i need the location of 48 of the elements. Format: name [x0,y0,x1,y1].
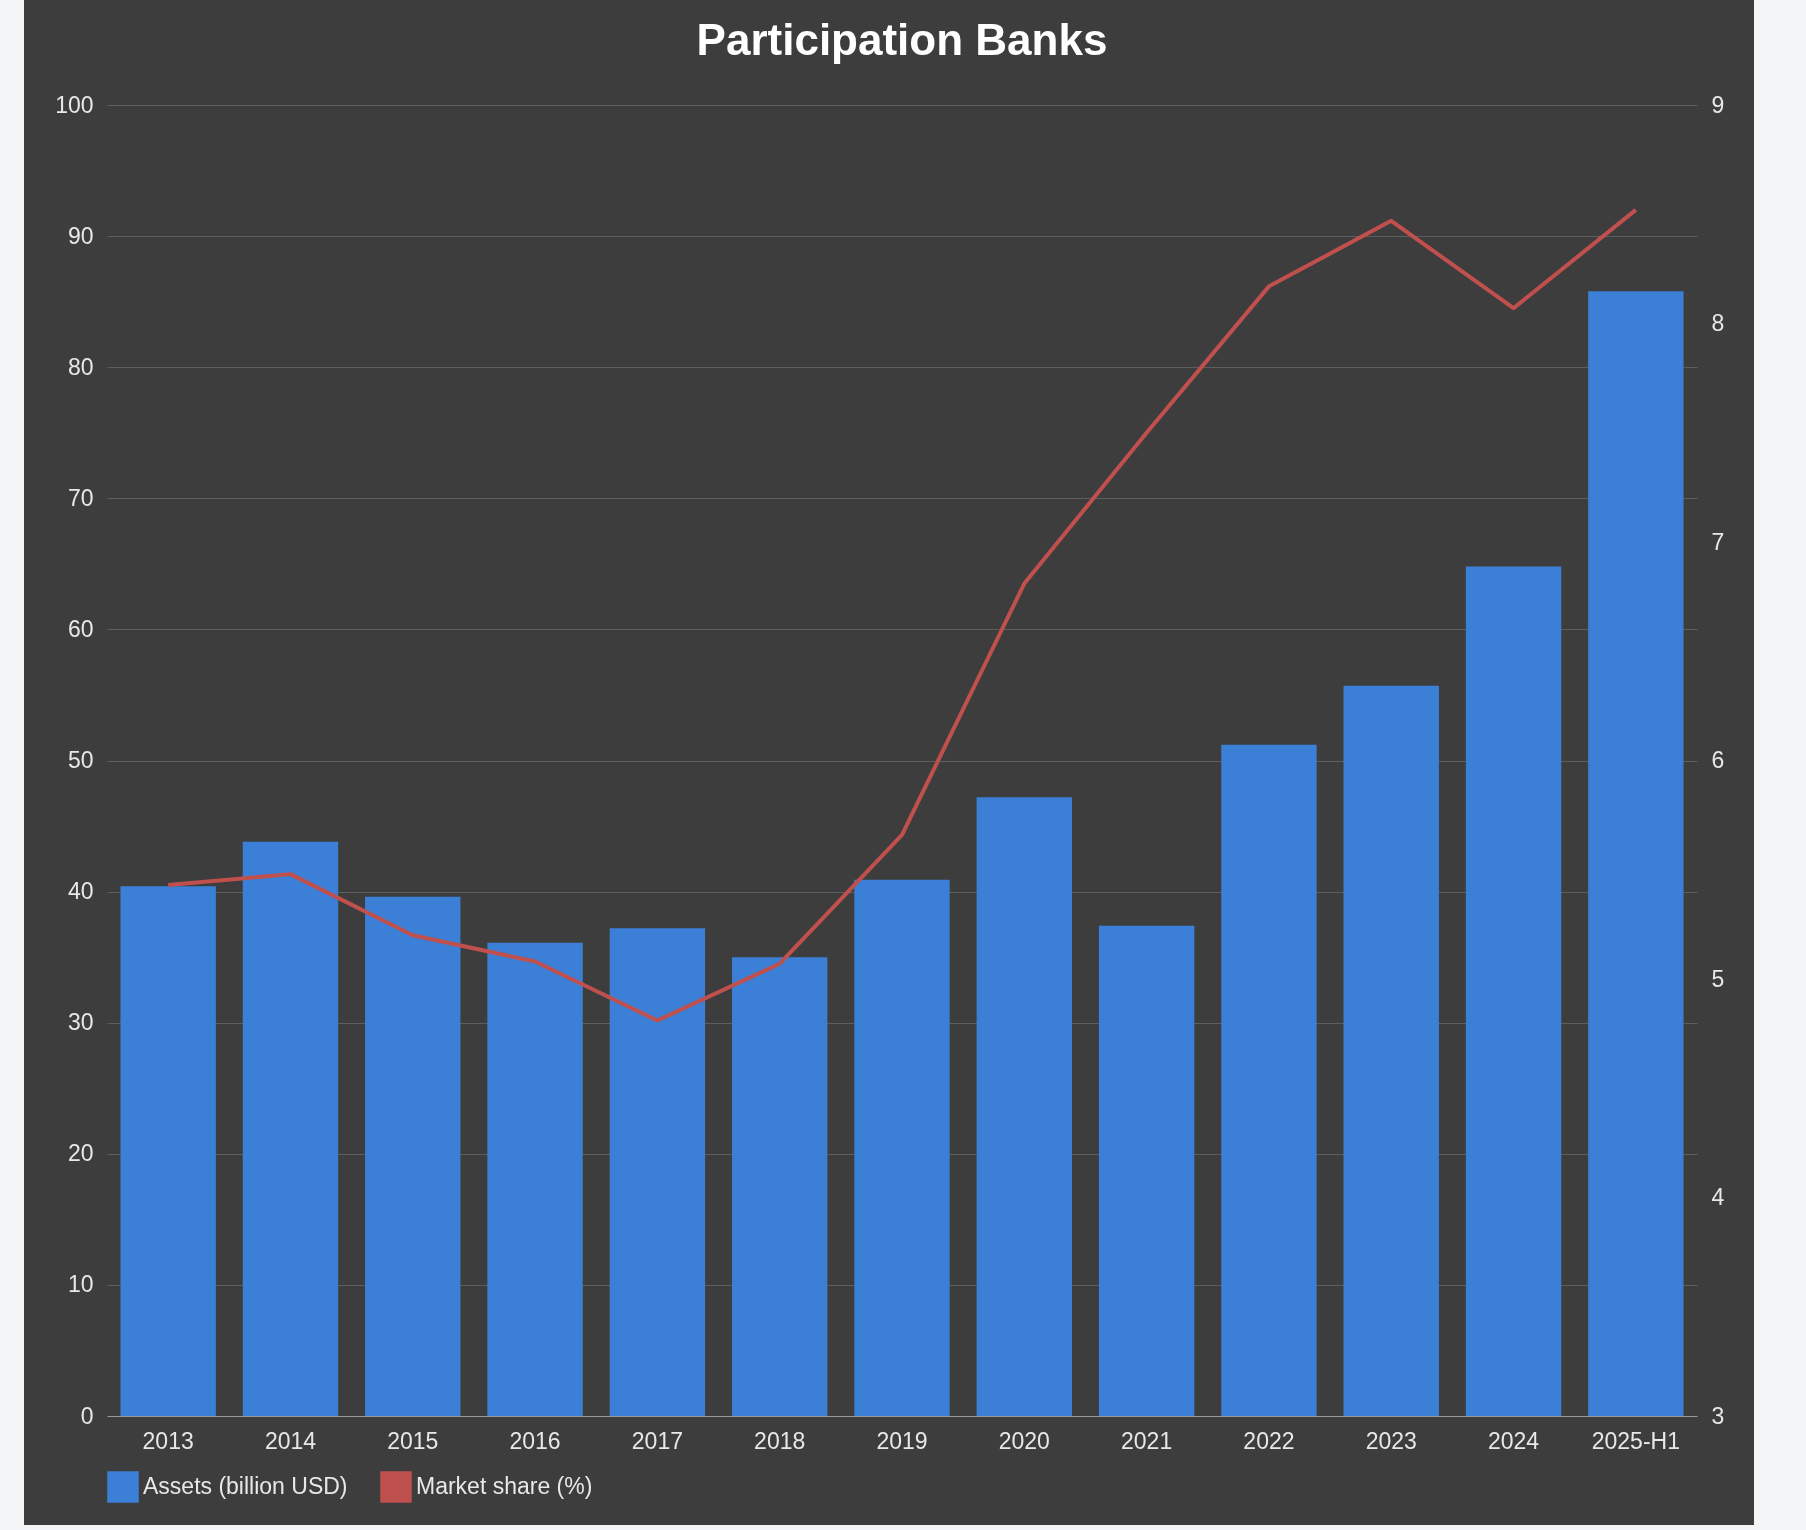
x-tick-label: 2014 [264,1427,317,1454]
y-tick-label: 20 [67,1140,94,1167]
y-tick-label: 40 [67,878,94,905]
bar [1098,925,1195,1416]
x-tick-label: 2020 [998,1427,1050,1454]
y2-tick-label: 4 [1711,1184,1725,1210]
y-tick-label: 100 [55,91,94,118]
y-tick-label: 80 [67,353,94,380]
x-tick-label: 2013 [142,1427,194,1454]
legend-label: Assets (billion USD) [143,1473,348,1499]
x-tick-label: 2022 [1243,1427,1295,1454]
bar [1465,566,1562,1416]
bar [731,957,828,1416]
y2-tick-label: 5 [1711,965,1725,992]
bar [365,896,461,1416]
bar [1221,744,1317,1416]
y-tick-label: 30 [67,1009,94,1036]
y2-tick-label: 8 [1711,310,1725,336]
bar [242,841,339,1416]
y-tick-label: 70 [67,484,94,511]
bar [120,886,216,1416]
x-tick-label: 2019 [876,1427,928,1454]
y2-tick-label: 3 [1711,1402,1725,1429]
y-tick-label: 0 [80,1402,94,1429]
bar [1343,685,1439,1416]
x-tick-label: 2016 [509,1427,561,1454]
y2-tick-label: 7 [1711,528,1725,555]
x-tick-label: 2021 [1121,1427,1173,1454]
x-tick-label: 2024 [1487,1427,1540,1454]
y2-tick-label: 6 [1711,747,1725,773]
bar [487,942,583,1416]
legend-label: Market share (%) [416,1473,593,1499]
line-series [166,207,1638,1023]
chart-title: Participation Banks [696,15,1108,64]
x-tick-label: 2018 [754,1427,806,1454]
y-tick-label: 60 [67,615,94,642]
bar [609,928,706,1416]
x-tick-label: 2023 [1365,1427,1417,1454]
bar [1588,291,1684,1416]
y-tick-label: 10 [67,1271,94,1298]
y2-tick-label: 9 [1711,91,1725,118]
bar [976,797,1073,1416]
y-tick-label: 90 [67,222,94,249]
x-tick-label: 2025-H1 [1591,1427,1680,1454]
x-tick-label: 2015 [387,1427,439,1454]
bar [854,879,950,1416]
x-tick-label: 2017 [631,1427,683,1454]
y-tick-label: 50 [67,747,94,773]
